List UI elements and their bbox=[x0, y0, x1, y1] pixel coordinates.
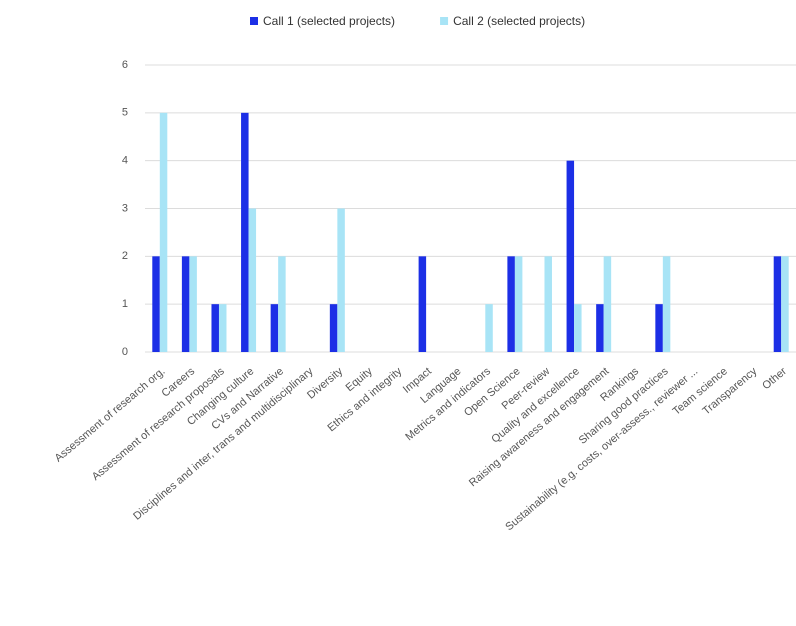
bar bbox=[241, 112, 249, 352]
bar bbox=[544, 256, 552, 352]
y-tick-label: 1 bbox=[122, 298, 128, 310]
bar bbox=[181, 256, 190, 352]
legend-label: Call 2 (selected projects) bbox=[453, 14, 585, 28]
bar bbox=[152, 256, 160, 352]
bar bbox=[248, 208, 257, 352]
bar bbox=[337, 208, 345, 352]
bar bbox=[662, 256, 671, 352]
y-tick-label: 6 bbox=[122, 59, 128, 71]
bar bbox=[418, 256, 427, 352]
y-tick-label: 0 bbox=[122, 346, 128, 358]
bar bbox=[603, 256, 612, 352]
legend-swatch bbox=[250, 17, 258, 25]
bar bbox=[211, 304, 219, 352]
legend: Call 1 (selected projects) Call 2 (select… bbox=[250, 14, 585, 28]
bar bbox=[566, 160, 575, 352]
bar bbox=[159, 112, 168, 352]
x-tick-label: Assessment of research org. bbox=[53, 365, 168, 464]
bar bbox=[781, 256, 789, 352]
y-tick-label: 3 bbox=[122, 202, 128, 214]
bar bbox=[485, 304, 493, 352]
bar bbox=[514, 256, 523, 352]
bar bbox=[574, 304, 582, 352]
bar bbox=[655, 304, 663, 352]
bar bbox=[507, 256, 515, 352]
bar bbox=[270, 304, 279, 352]
y-tick-label: 4 bbox=[122, 155, 128, 167]
bar bbox=[329, 304, 338, 352]
bar bbox=[218, 304, 227, 352]
bar bbox=[773, 256, 782, 352]
y-tick-label: 2 bbox=[122, 250, 128, 262]
y-tick-label: 5 bbox=[122, 107, 128, 119]
bar bbox=[278, 256, 286, 352]
legend-swatch bbox=[440, 17, 449, 25]
bar bbox=[189, 256, 197, 352]
legend-label: Call 1 (selected projects) bbox=[263, 14, 395, 28]
bar bbox=[596, 304, 604, 352]
x-tick-label: Other bbox=[760, 365, 789, 392]
